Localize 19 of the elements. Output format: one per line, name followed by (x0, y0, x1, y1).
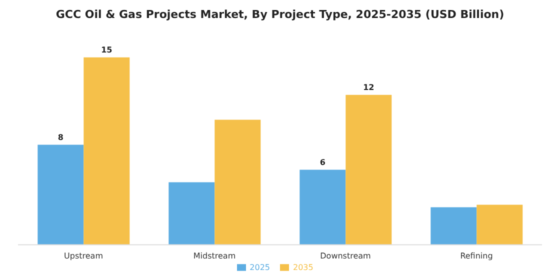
legend-label: 2035 (293, 262, 314, 272)
chart-title: GCC Oil & Gas Projects Market, By Project Type, 2025-2035 (USD Billion) (54, 8, 506, 23)
x-tick-label: Upstream (64, 251, 104, 260)
x-tick-label: Midstream (193, 251, 236, 260)
data-label: 12 (363, 82, 374, 92)
bar (476, 204, 523, 245)
bar (430, 207, 477, 245)
legend-label: 2025 (250, 262, 270, 272)
bar (300, 170, 346, 245)
data-label: 15 (101, 45, 113, 54)
bar (214, 120, 261, 245)
data-label: 6 (320, 158, 326, 167)
bar (38, 144, 84, 245)
x-tick-label: Downstream (320, 251, 372, 260)
x-tick-label: Refining (460, 251, 493, 260)
bar (168, 182, 215, 245)
bar (346, 94, 392, 245)
bar (84, 57, 130, 245)
data-label: 8 (58, 132, 64, 142)
